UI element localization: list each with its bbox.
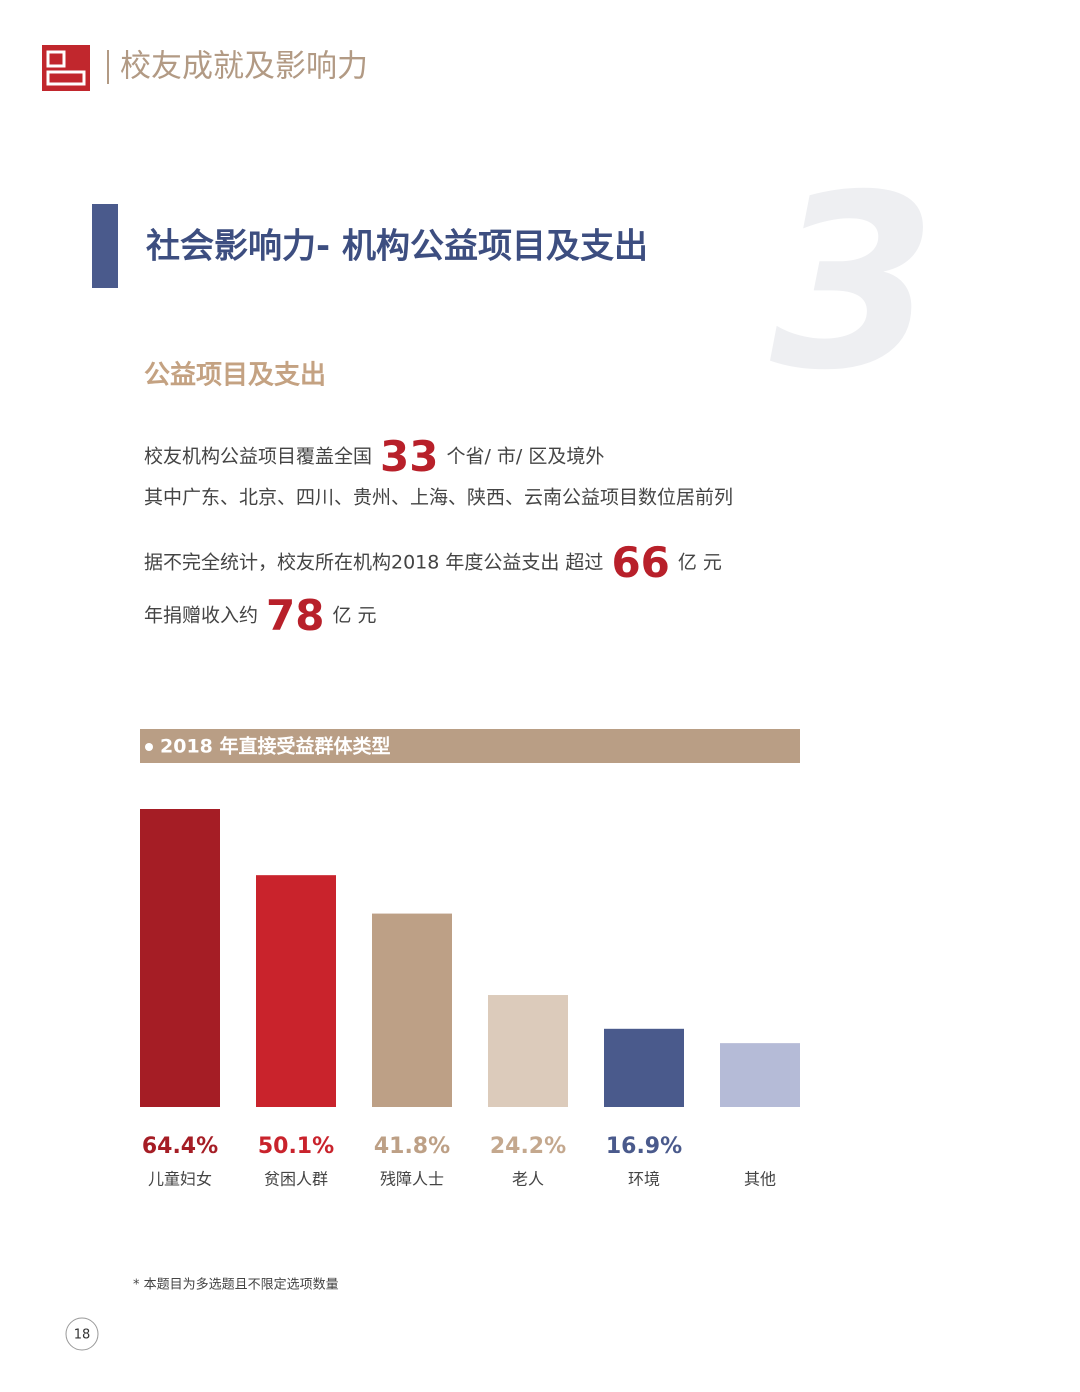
bar [256,875,336,1107]
paragraph-text: 其中广东、北京、四川、贵州、上海、陕西、云南公益项目数位居前列 [144,486,734,509]
section-number: 3 [770,143,937,423]
bar [604,1028,684,1107]
footnote: * 本题目为多选题且不限定选项数量 [133,1277,339,1293]
chart-title: 2018 年直接受益群体类型 [160,735,391,758]
value-label: 41.8% [374,1134,450,1159]
paragraph-text: 校友机构公益项目覆盖全国 [144,445,373,468]
bar [720,1043,800,1107]
page-circle [65,1317,99,1351]
paragraph: 年捐赠收入约 78 亿 元 [144,591,377,639]
bar [140,809,220,1107]
paragraph-text: 个省/ 市/ 区及境外 [446,445,605,468]
value-label: 24.2% [490,1134,566,1159]
bar [488,995,568,1107]
bullet [145,743,153,751]
section-title: 社会影响力- 机构公益项目及支出 [146,227,648,267]
highlight-number: 66 [611,537,670,587]
bar [372,913,452,1107]
category-label: 儿童妇女 [148,1170,212,1189]
paragraph-text: 亿 元 [677,551,722,574]
paragraph-text: 据不完全统计，校友所在机构2018 年度公益支出 超过 [144,551,604,574]
page-number: 18 [74,1328,91,1343]
header-title: 校友成就及影响力 [120,49,368,85]
category-label: 残障人士 [380,1170,444,1189]
value-label: 64.4% [142,1134,218,1159]
highlight-number: 78 [266,590,325,640]
category-label: 贫困人群 [264,1170,328,1189]
category-label: 其他 [744,1170,776,1189]
chart-header [140,729,800,763]
section-bar [92,204,118,288]
value-label: 16.9% [606,1134,682,1159]
logo-mark [46,70,86,86]
paragraph: 校友机构公益项目覆盖全国 33 个省/ 市/ 区及境外 [144,432,604,480]
paragraph-text: 年捐赠收入约 [144,604,259,627]
category-label: 环境 [628,1170,660,1189]
category-label: 老人 [512,1170,544,1189]
paragraph: 据不完全统计，校友所在机构2018 年度公益支出 超过 66 亿 元 [144,538,722,586]
section-subtitle: 公益项目及支出 [144,361,326,391]
logo-mark [46,50,66,68]
highlight-number: 33 [380,431,439,481]
paragraph: 其中广东、北京、四川、贵州、上海、陕西、云南公益项目数位居前列 [144,473,733,521]
paragraph-text: 亿 元 [332,604,377,627]
value-label: 50.1% [258,1134,334,1159]
